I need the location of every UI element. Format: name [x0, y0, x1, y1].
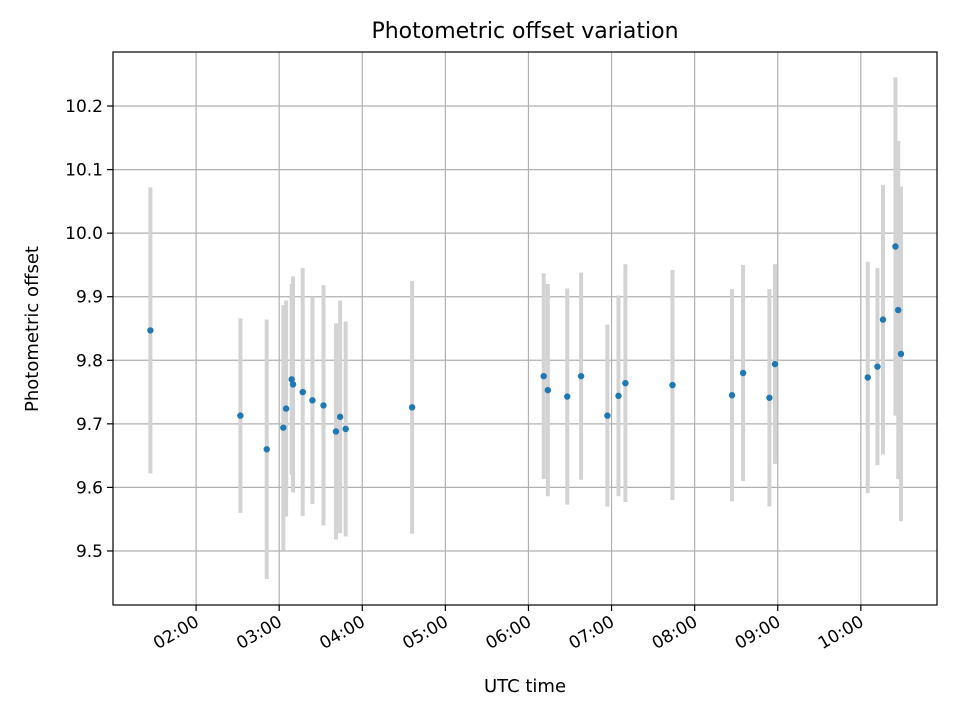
grid	[113, 52, 937, 605]
data-point	[739, 369, 747, 377]
data-point	[544, 386, 552, 394]
data-point	[408, 404, 416, 411]
data-point	[540, 372, 547, 380]
data-point	[892, 243, 899, 250]
y-tick-label: 9.9	[76, 288, 103, 308]
data-point	[728, 392, 736, 399]
data-point	[577, 372, 585, 380]
y-tick-label: 10.1	[65, 161, 103, 181]
data-point	[564, 393, 571, 400]
chart-title: Photometric offset variation	[371, 19, 678, 44]
y-axis-label: Photometric offset	[22, 246, 43, 412]
data-point	[309, 397, 316, 404]
y-tick-label: 10.0	[65, 224, 103, 244]
data-point	[320, 402, 327, 409]
data-point	[280, 424, 287, 431]
data-point	[342, 425, 349, 433]
data-point	[282, 405, 290, 412]
data-point	[766, 394, 773, 401]
data-point	[895, 306, 902, 314]
data-point	[289, 381, 297, 388]
data-point	[864, 374, 871, 381]
y-tick-label: 10.2	[65, 97, 103, 117]
data-point	[622, 379, 629, 387]
data-point	[897, 350, 905, 358]
plot-frame	[112, 51, 938, 606]
data-point	[263, 446, 270, 453]
data-point	[615, 392, 622, 400]
y-tick-label: 9.6	[76, 478, 103, 498]
data-point	[288, 376, 295, 383]
data-point	[299, 388, 306, 396]
data-point	[771, 360, 779, 368]
data-points	[147, 243, 905, 453]
data-point	[332, 428, 340, 435]
y-tick-label: 9.5	[76, 542, 103, 562]
data-point	[336, 413, 344, 421]
data-point	[874, 363, 881, 370]
data-point	[604, 412, 611, 419]
y-tick-label: 9.7	[76, 415, 103, 435]
y-tick-label: 9.8	[76, 351, 103, 371]
y-axis: 9.5 9.6 9.7 9.8 9.9 10.0 10.1 10.2	[65, 97, 113, 562]
data-point	[237, 412, 244, 419]
data-point	[147, 327, 154, 334]
x-axis-label: UTC time	[484, 676, 566, 697]
data-point	[879, 316, 887, 323]
data-point	[669, 381, 676, 389]
